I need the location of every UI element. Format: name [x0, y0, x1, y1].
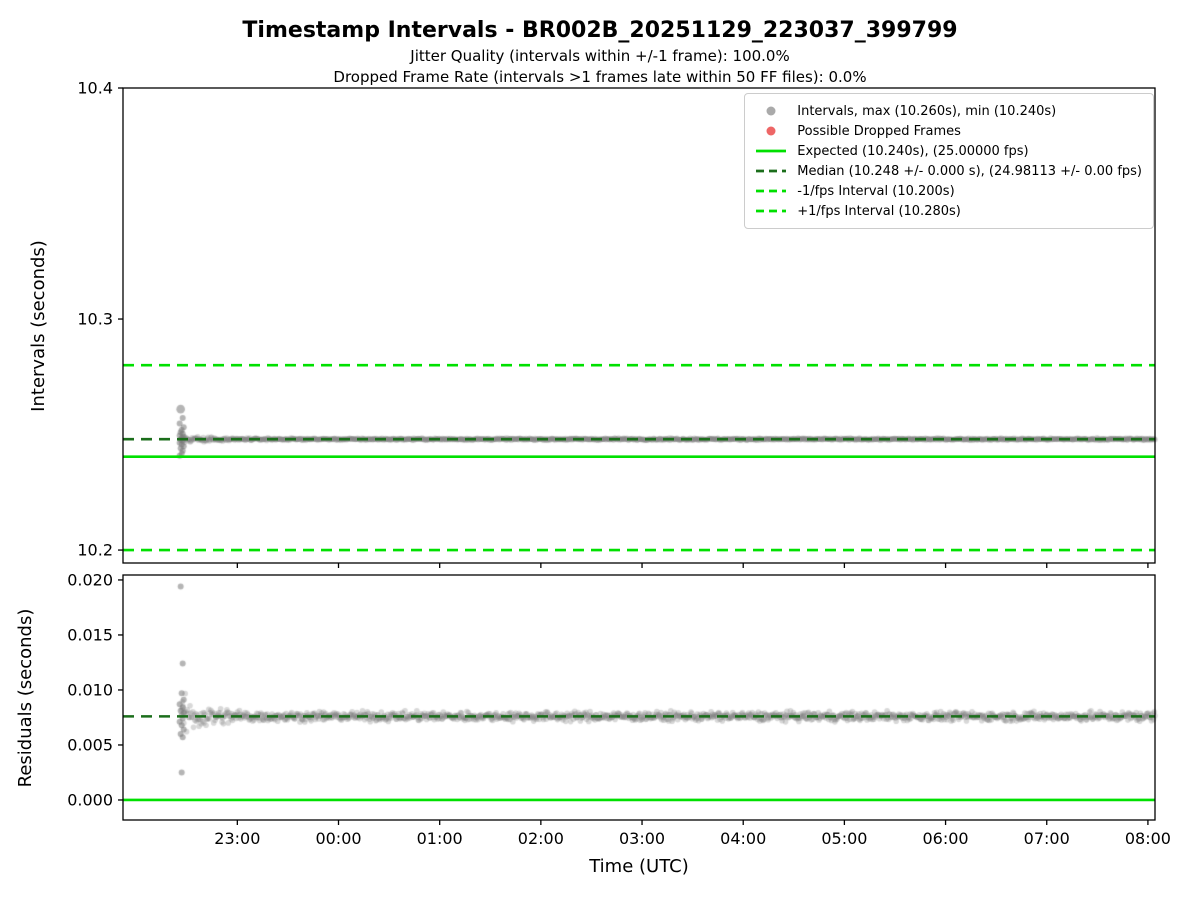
y-tick-label-residuals: 0.010	[67, 680, 113, 699]
legend-label: Possible Dropped Frames	[797, 123, 961, 139]
axes-group: 10.2 10.3 10.4 0.000 0.005 0.010 0.015 0.020 23:…	[67, 79, 1171, 849]
jitter-quality-subtitle: Jitter Quality (intervals within +/-1 fr…	[409, 47, 789, 65]
legend-entry: Intervals, max (10.260s), min (10.240s)	[754, 101, 1142, 121]
legend-label: Intervals, max (10.260s), min (10.240s)	[797, 103, 1057, 119]
dashed-line-icon	[756, 169, 787, 173]
y-tick-label-intervals: 10.2	[77, 541, 113, 560]
legend-label: -1/fps Interval (10.200s)	[797, 183, 955, 199]
x-tick-label: 06:00	[923, 829, 969, 848]
x-tick-label: 08:00	[1125, 829, 1171, 848]
legend-entry: -1/fps Interval (10.200s)	[754, 181, 1142, 201]
x-tick-label: 05:00	[821, 829, 867, 848]
y-tick-label-intervals: 10.3	[77, 310, 113, 329]
chart-title: Timestamp Intervals - BR002B_20251129_22…	[242, 18, 957, 43]
x-tick-label: 01:00	[417, 829, 463, 848]
x-tick-label: 04:00	[720, 829, 766, 848]
x-tick-label: 03:00	[619, 829, 665, 848]
axes-spines-intervals	[122, 87, 1156, 564]
dot-icon	[766, 126, 776, 136]
axes-spines-residuals	[122, 574, 1156, 821]
dashed-line-icon	[756, 189, 787, 193]
x-tick-label: 23:00	[214, 829, 260, 848]
dot-icon	[766, 106, 776, 116]
ylabel-residuals: Residuals (seconds)	[15, 609, 36, 788]
legend: Intervals, max (10.260s), min (10.240s) P…	[744, 93, 1154, 229]
y-tick-label-residuals: 0.005	[67, 735, 113, 754]
xlabel-time-utc: Time (UTC)	[588, 856, 689, 877]
y-tick-label-residuals: 0.020	[67, 570, 113, 589]
y-tick-label-intervals: 10.4	[77, 79, 113, 98]
x-tick-label: 02:00	[518, 829, 564, 848]
x-tick-label: 00:00	[315, 829, 361, 848]
y-tick-label-residuals: 0.015	[67, 625, 113, 644]
legend-entry: Possible Dropped Frames	[754, 121, 1142, 141]
ylabel-intervals: Intervals (seconds)	[28, 240, 49, 412]
y-tick-label-residuals: 0.000	[67, 790, 113, 809]
legend-label: +1/fps Interval (10.280s)	[797, 203, 961, 219]
legend-label: Expected (10.240s), (25.00000 fps)	[797, 143, 1029, 159]
dropped-frame-rate-subtitle: Dropped Frame Rate (intervals >1 frames …	[333, 68, 866, 86]
legend-label: Median (10.248 +/- 0.000 s), (24.98113 +…	[797, 163, 1142, 179]
dashed-line-icon	[756, 209, 787, 213]
legend-entry: Expected (10.240s), (25.00000 fps)	[754, 141, 1142, 161]
x-tick-label: 07:00	[1024, 829, 1070, 848]
legend-entry: +1/fps Interval (10.280s)	[754, 201, 1142, 221]
legend-entry: Median (10.248 +/- 0.000 s), (24.98113 +…	[754, 161, 1142, 181]
solid-line-icon	[756, 149, 787, 153]
